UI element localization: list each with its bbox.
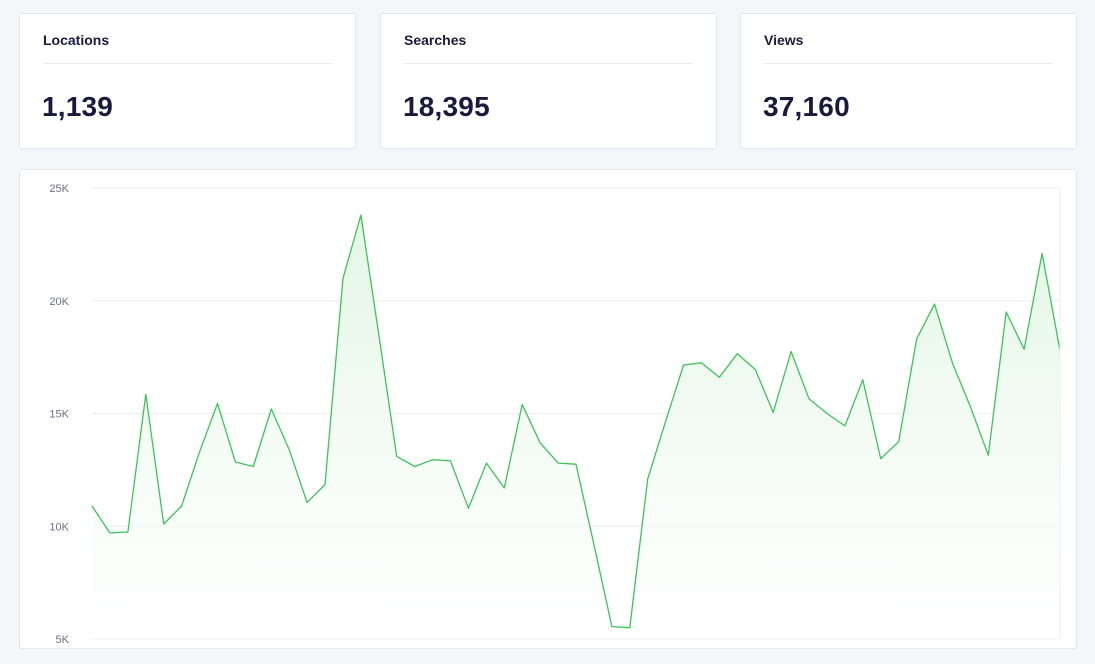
data-point[interactable]: [628, 626, 632, 630]
data-point[interactable]: [198, 450, 202, 454]
data-point[interactable]: [538, 441, 542, 445]
data-point[interactable]: [556, 461, 560, 465]
data-point[interactable]: [449, 459, 453, 463]
data-point[interactable]: [1040, 251, 1044, 255]
data-point[interactable]: [162, 522, 166, 526]
data-point[interactable]: [126, 530, 130, 534]
data-point[interactable]: [520, 402, 524, 406]
y-tick-label: 10K: [49, 521, 69, 533]
series-line: [91, 214, 1061, 629]
area-chart[interactable]: 25K 20K 15K 10K 5K: [20, 170, 1077, 649]
stat-card-value: 1,139: [42, 91, 114, 122]
data-point[interactable]: [646, 477, 650, 481]
data-point[interactable]: [90, 504, 94, 508]
data-point[interactable]: [933, 302, 937, 306]
data-point[interactable]: [502, 486, 506, 490]
divider: [404, 63, 693, 64]
data-point[interactable]: [431, 458, 435, 462]
data-point[interactable]: [807, 397, 811, 401]
data-point[interactable]: [735, 352, 739, 356]
data-point[interactable]: [1004, 310, 1008, 314]
data-point[interactable]: [789, 349, 793, 353]
data-point[interactable]: [233, 460, 237, 464]
y-tick-label: 20K: [49, 296, 69, 308]
data-point[interactable]: [717, 375, 721, 379]
divider: [764, 63, 1053, 64]
data-point[interactable]: [144, 392, 148, 396]
data-point[interactable]: [395, 454, 399, 458]
stat-card-title: Views: [764, 32, 804, 48]
data-point[interactable]: [341, 276, 345, 280]
stat-card-title: Searches: [404, 32, 467, 48]
data-point[interactable]: [287, 448, 291, 452]
data-point[interactable]: [484, 461, 488, 465]
stat-card-searches: Searches 18,395: [380, 13, 717, 149]
data-point[interactable]: [915, 337, 919, 341]
data-point[interactable]: [879, 457, 883, 461]
y-tick-label: 25K: [49, 183, 69, 195]
data-point[interactable]: [413, 464, 417, 468]
data-point[interactable]: [323, 483, 327, 487]
data-point[interactable]: [682, 363, 686, 367]
data-point[interactable]: [215, 401, 219, 405]
data-point[interactable]: [664, 419, 668, 423]
data-point[interactable]: [466, 506, 470, 510]
data-point[interactable]: [753, 368, 757, 372]
data-point[interactable]: [843, 424, 847, 428]
series-area: [92, 215, 1060, 639]
divider: [43, 63, 332, 64]
data-point[interactable]: [1022, 347, 1026, 351]
data-point[interactable]: [950, 361, 954, 365]
data-point[interactable]: [986, 453, 990, 457]
data-point[interactable]: [574, 462, 578, 466]
stat-card-views: Views 37,160: [740, 13, 1077, 149]
data-point[interactable]: [269, 407, 273, 411]
y-tick-label: 5K: [56, 634, 70, 646]
stat-card-locations: Locations 1,139: [19, 13, 356, 149]
views-chart-card: 25K 20K 15K 10K 5K: [19, 169, 1077, 649]
data-point[interactable]: [897, 440, 901, 444]
data-point[interactable]: [825, 412, 829, 416]
stat-card-value: 37,160: [763, 91, 850, 122]
y-axis-ticks: 25K 20K 15K 10K 5K: [49, 183, 69, 646]
data-point[interactable]: [377, 333, 381, 337]
stat-card-value: 18,395: [403, 91, 490, 122]
data-point[interactable]: [251, 464, 255, 468]
data-point[interactable]: [861, 378, 865, 382]
data-point[interactable]: [592, 542, 596, 546]
data-point[interactable]: [305, 501, 309, 505]
y-tick-label: 15K: [49, 409, 69, 421]
data-point[interactable]: [359, 213, 363, 217]
stat-card-title: Locations: [43, 32, 110, 48]
data-point[interactable]: [610, 625, 614, 629]
data-point[interactable]: [180, 504, 184, 508]
data-point[interactable]: [699, 361, 703, 365]
data-point[interactable]: [968, 405, 972, 409]
data-point[interactable]: [108, 531, 112, 535]
data-point[interactable]: [771, 410, 775, 414]
